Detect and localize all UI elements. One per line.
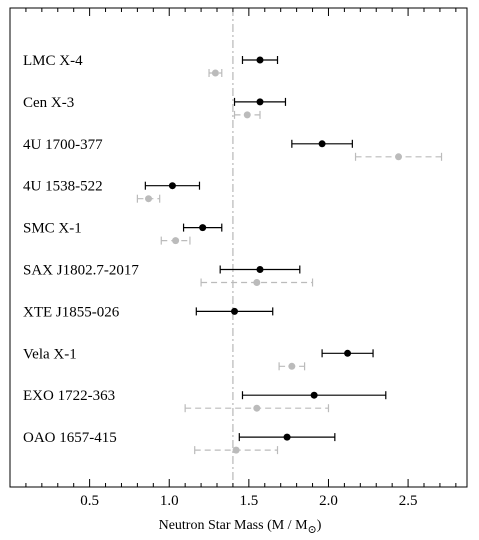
black-measurement — [241, 56, 279, 64]
data-point — [199, 224, 207, 232]
source-label: 4U 1538-522 — [23, 179, 103, 195]
gray-measurement — [354, 152, 443, 161]
x-tick-label: 0.5 — [80, 493, 99, 509]
x-tick-label: 1.0 — [160, 493, 179, 509]
gray-measurement — [184, 404, 330, 413]
source-label: XTE J1855-026 — [23, 304, 120, 320]
data-point — [344, 349, 352, 357]
gray-measurement — [278, 362, 306, 371]
data-point — [243, 111, 251, 119]
x-tick-label: 2.0 — [319, 493, 338, 509]
gray-measurement — [160, 236, 191, 245]
black-measurement — [219, 265, 301, 274]
data-point — [253, 404, 261, 412]
data-point — [172, 237, 180, 245]
data-point — [231, 307, 239, 315]
data-point — [288, 362, 296, 370]
black-measurement — [233, 97, 287, 106]
data-point — [256, 98, 264, 106]
x-axis-title: Neutron Star Mass (M / M⊙) — [159, 518, 322, 536]
gray-measurement — [136, 194, 161, 203]
source-label: Vela X-1 — [23, 346, 77, 362]
source-label: EXO 1722-363 — [23, 388, 115, 404]
x-tick-label: 1.5 — [239, 493, 258, 509]
data-point — [310, 391, 318, 399]
data-point — [168, 182, 176, 190]
source-label: OAO 1657-415 — [23, 430, 117, 446]
black-measurement — [238, 433, 336, 442]
data-point — [253, 279, 261, 286]
black-measurement — [144, 181, 201, 190]
black-measurement — [291, 139, 353, 148]
gray-measurement — [208, 69, 223, 77]
black-measurement — [182, 223, 223, 232]
data-point — [256, 56, 264, 64]
black-measurement — [321, 349, 374, 358]
data-point — [318, 140, 326, 148]
source-label: 4U 1700-377 — [23, 137, 103, 153]
source-label: SAX J1802.7-2017 — [23, 263, 139, 279]
data-point — [232, 446, 240, 454]
data-point — [211, 69, 219, 77]
plot-frame — [9, 7, 468, 488]
gray-measurement — [194, 446, 279, 455]
source-label: Cen X-3 — [23, 95, 74, 111]
data-point — [283, 433, 291, 441]
source-label: SMC X-1 — [23, 221, 82, 237]
gray-measurement — [200, 278, 314, 287]
black-measurement — [241, 391, 387, 400]
data-point — [256, 266, 264, 273]
data-point — [395, 153, 403, 161]
data-point — [145, 195, 153, 203]
x-tick-label: 2.5 — [399, 493, 418, 509]
gray-measurement — [233, 110, 261, 119]
source-label: LMC X-4 — [23, 53, 83, 69]
black-measurement — [195, 307, 274, 316]
